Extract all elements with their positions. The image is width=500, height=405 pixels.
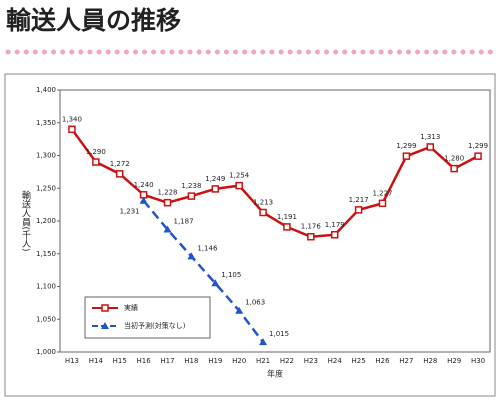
marker <box>92 158 100 166</box>
marker <box>235 181 243 190</box>
x-tick-label: H19 <box>208 357 222 365</box>
x-tick-label: H24 <box>328 357 343 365</box>
data-label: 1,015 <box>269 330 289 338</box>
data-label: 1,231 <box>120 208 140 216</box>
x-tick-label: H29 <box>447 357 461 365</box>
marker <box>163 198 172 207</box>
marker <box>187 192 196 200</box>
marker <box>450 164 458 173</box>
marker <box>402 152 411 160</box>
marker <box>354 206 363 214</box>
x-axis-label: 年度 <box>267 369 283 379</box>
data-label: 1,213 <box>253 198 273 206</box>
marker <box>330 231 339 239</box>
data-label: 1,240 <box>134 181 154 189</box>
x-tick-label: H13 <box>65 357 79 365</box>
data-label: 1,179 <box>325 221 345 229</box>
marker <box>426 143 435 151</box>
marker <box>115 170 124 178</box>
x-tick-label: H28 <box>423 357 437 365</box>
data-label: 1,313 <box>420 133 440 141</box>
marker <box>259 208 267 217</box>
y-tick-label: 1,250 <box>36 184 56 192</box>
y-tick-label: 1,100 <box>36 283 56 291</box>
marker <box>283 223 291 231</box>
chart-frame <box>4 73 496 397</box>
y-tick-label: 1,050 <box>36 315 56 323</box>
data-label: 1,227 <box>372 189 392 197</box>
data-label: 1,340 <box>62 115 82 123</box>
y-tick-label: 1,400 <box>36 86 56 94</box>
x-tick-label: H30 <box>471 357 485 365</box>
x-tick-label: H20 <box>232 357 246 365</box>
data-label: 1,191 <box>277 213 297 221</box>
series-line <box>142 199 265 343</box>
data-label: 1,280 <box>444 155 464 163</box>
marker <box>259 338 268 346</box>
series-line <box>70 128 479 238</box>
y-tick-label: 1,350 <box>36 119 56 127</box>
marker <box>163 225 172 233</box>
x-tick-label: H15 <box>113 357 127 365</box>
marker <box>187 252 196 260</box>
legend-box <box>84 296 211 339</box>
data-label: 1,249 <box>205 175 225 183</box>
data-label: 1,238 <box>181 182 201 190</box>
marker <box>211 279 220 287</box>
x-tick-label: H23 <box>304 357 318 365</box>
legend-marker <box>101 322 109 329</box>
y-tick-label: 1,000 <box>36 348 56 356</box>
y-tick-label: 1,300 <box>36 152 56 160</box>
marker <box>211 185 220 193</box>
page-title: 輸送人員の推移 <box>6 6 181 35</box>
data-label: 1,063 <box>245 299 265 307</box>
x-tick-label: H25 <box>352 357 366 365</box>
marker <box>235 306 244 314</box>
data-label: 1,217 <box>349 196 369 204</box>
data-label: 1,176 <box>301 223 322 231</box>
x-tick-label: H14 <box>89 357 104 365</box>
data-label: 1,187 <box>174 218 194 226</box>
marker <box>139 196 148 204</box>
legend-label: 実績 <box>124 303 138 312</box>
marker <box>474 152 482 160</box>
data-label: 1,228 <box>157 189 177 197</box>
legend-label: 当初予測(対策なし) <box>124 321 186 330</box>
data-label: 1,299 <box>396 142 416 150</box>
data-label: 1,146 <box>197 244 218 252</box>
x-tick-label: H17 <box>160 357 174 365</box>
x-tick-label: H22 <box>280 357 294 365</box>
data-label: 1,290 <box>86 148 106 156</box>
data-label: 1,105 <box>221 271 241 279</box>
x-tick-label: H26 <box>375 357 390 365</box>
y-tick-label: 1,200 <box>36 217 56 225</box>
y-tick-label: 1,150 <box>36 250 56 258</box>
marker <box>378 199 387 208</box>
x-tick-label: H18 <box>184 357 198 365</box>
marker <box>307 232 315 241</box>
data-label: 1,254 <box>229 172 250 180</box>
x-tick-label: H27 <box>399 357 413 365</box>
data-label: 1,272 <box>110 160 130 168</box>
x-tick-label: H21 <box>256 357 270 365</box>
data-label: 1,299 <box>468 142 488 150</box>
legend-marker <box>101 304 109 312</box>
marker <box>68 125 76 134</box>
x-tick-label: H16 <box>137 357 152 365</box>
y-axis-label: 輸送人員(千人) <box>20 189 31 251</box>
